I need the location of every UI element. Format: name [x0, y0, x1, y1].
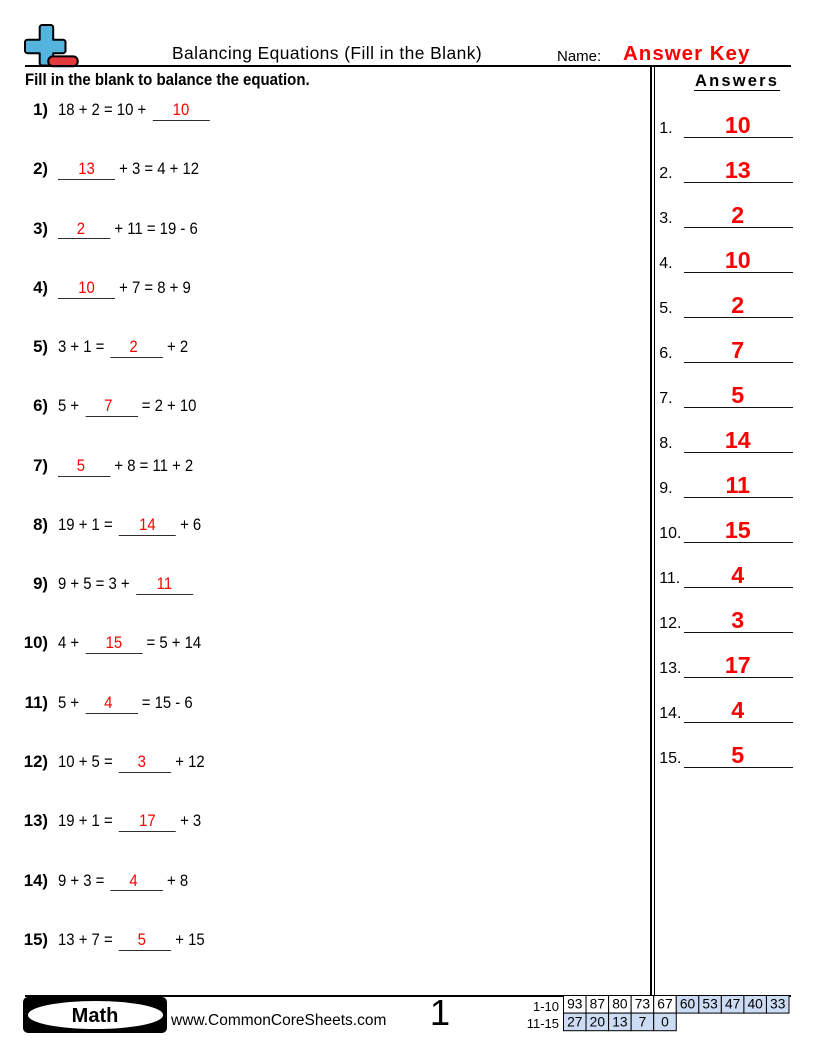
svg-text:40: 40 — [747, 996, 763, 1011]
svg-text:67: 67 — [657, 996, 672, 1011]
svg-text:47: 47 — [724, 996, 739, 1011]
svg-text:60: 60 — [679, 996, 695, 1011]
svg-text:13: 13 — [612, 1014, 628, 1029]
svg-text:20: 20 — [589, 1014, 605, 1029]
svg-text:33: 33 — [770, 996, 786, 1011]
svg-text:87: 87 — [589, 996, 604, 1011]
svg-text:0: 0 — [661, 1014, 669, 1029]
svg-text:93: 93 — [567, 996, 583, 1011]
svg-text:80: 80 — [612, 996, 628, 1011]
svg-text:73: 73 — [634, 996, 650, 1011]
svg-text:53: 53 — [702, 996, 718, 1011]
svg-text:7: 7 — [638, 1014, 646, 1029]
svg-text:27: 27 — [567, 1014, 582, 1029]
